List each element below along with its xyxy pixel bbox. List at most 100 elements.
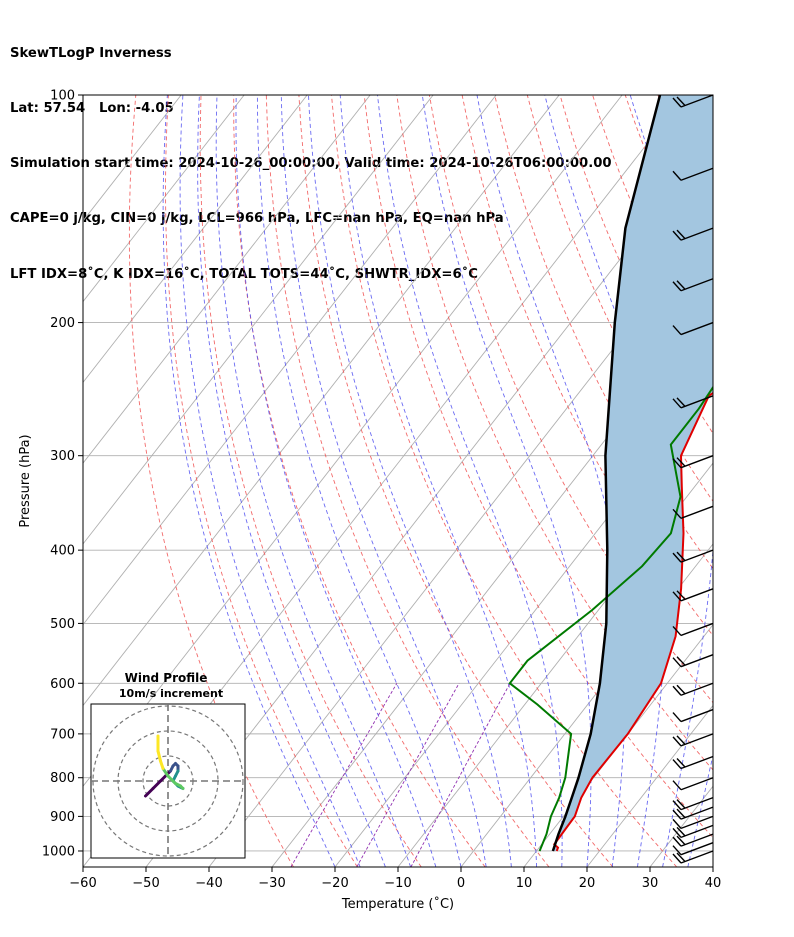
y-tick-label: 600 bbox=[50, 677, 75, 692]
mixing-ratio-line bbox=[356, 683, 460, 867]
wind-barb-flag bbox=[672, 809, 682, 820]
wind-barb-staff bbox=[680, 167, 714, 181]
wind-barb bbox=[672, 682, 714, 696]
y-tick-label: 1000 bbox=[42, 844, 75, 859]
mixing-ratio-line bbox=[410, 683, 511, 867]
x-tick-label: 20 bbox=[579, 876, 596, 891]
wind-barb-flag bbox=[672, 759, 682, 769]
wind-barb-staff bbox=[680, 755, 714, 770]
wind-barb-staff bbox=[680, 682, 714, 696]
wind-barb-flag bbox=[676, 96, 686, 106]
wind-barb-staff bbox=[680, 94, 714, 108]
wind-barb-staff bbox=[680, 395, 714, 409]
chart-header: SkewTLogP Inverness Lat: 57.54 Lon: -4.0… bbox=[10, 8, 612, 303]
wind-barb bbox=[672, 850, 714, 864]
wind-barb bbox=[672, 833, 714, 847]
wind-barb-staff bbox=[680, 850, 714, 864]
hodograph-plot bbox=[91, 704, 245, 858]
hodograph-title: Wind Profile bbox=[125, 671, 208, 685]
wind-barb bbox=[672, 824, 714, 839]
dry-adiabat bbox=[128, 95, 294, 867]
wind-barb bbox=[672, 622, 714, 637]
wind-barb-flag bbox=[676, 280, 686, 290]
y-tick-label: 900 bbox=[50, 810, 75, 825]
wind-barb-flag bbox=[672, 552, 682, 563]
wind-barb-flag bbox=[676, 229, 686, 240]
wind-barb-staff bbox=[680, 278, 714, 292]
wind-barb-flag bbox=[672, 827, 682, 838]
wind-barb-flag bbox=[676, 835, 686, 846]
wind-barb-flag bbox=[672, 685, 682, 696]
wind-barb-flag bbox=[672, 508, 682, 519]
wind-barb-staff bbox=[680, 505, 714, 519]
wind-barb bbox=[672, 777, 714, 791]
hodograph-segment bbox=[151, 779, 162, 790]
wind-barb-staff bbox=[680, 708, 714, 723]
wind-barb-flag bbox=[676, 551, 686, 562]
wind-barb bbox=[672, 755, 714, 770]
x-axis-label: Temperature (˚C) bbox=[341, 896, 454, 912]
moist-adiabat bbox=[377, 95, 563, 867]
moist-adiabat bbox=[179, 95, 361, 867]
dry-adiabat bbox=[265, 95, 550, 867]
wind-barb-staff bbox=[680, 777, 714, 791]
y-tick-label: 500 bbox=[50, 617, 75, 632]
wind-barb-staff bbox=[680, 842, 714, 856]
cape-cin-shading bbox=[552, 95, 713, 851]
mixing-ratio-line bbox=[290, 683, 398, 867]
wind-barb bbox=[672, 94, 714, 108]
x-tick-label: 0 bbox=[457, 876, 465, 891]
profile-lines bbox=[508, 95, 713, 852]
isotherm-line bbox=[271, 300, 713, 867]
isotherm-line bbox=[83, 95, 560, 707]
isotherm-line bbox=[83, 95, 371, 464]
y-tick-label: 100 bbox=[50, 89, 75, 104]
x-tick-label: −20 bbox=[321, 876, 348, 891]
wind-barb-flag bbox=[672, 625, 682, 636]
dry-adiabat bbox=[428, 95, 713, 704]
wind-barb-flag bbox=[676, 799, 686, 809]
isotherm-line bbox=[397, 462, 713, 867]
x-tick-label: −60 bbox=[69, 876, 96, 891]
wind-barb-flag bbox=[672, 458, 682, 469]
y-tick-label: 300 bbox=[50, 449, 75, 464]
y-tick-label: 700 bbox=[50, 727, 75, 742]
wind-barb-staff bbox=[680, 227, 714, 241]
wind-barb bbox=[672, 588, 714, 602]
wind-barb-staff bbox=[680, 806, 714, 820]
wind-barb bbox=[672, 815, 714, 830]
hodograph-segment bbox=[144, 787, 155, 798]
wind-barb-flag bbox=[676, 735, 686, 745]
wind-barb-staff bbox=[680, 588, 714, 602]
wind-barb-flag bbox=[676, 590, 686, 600]
wind-barb-staff bbox=[680, 833, 714, 847]
x-tick-label: 10 bbox=[516, 876, 533, 891]
isotherm-line bbox=[83, 95, 434, 545]
parcel-line bbox=[551, 95, 662, 852]
wind-barb-staff bbox=[680, 549, 714, 563]
wind-barb bbox=[672, 395, 714, 409]
y-tick-label: 200 bbox=[50, 316, 75, 331]
isotherm-line bbox=[83, 95, 308, 384]
wind-barb bbox=[672, 796, 714, 811]
dry-adiabat bbox=[363, 95, 713, 839]
hodograph-segment bbox=[161, 767, 170, 778]
wind-barb bbox=[672, 806, 714, 820]
temperature-line bbox=[552, 391, 713, 852]
y-tick-label: 400 bbox=[50, 544, 75, 559]
x-tick-label: 40 bbox=[705, 876, 722, 891]
wind-barb-staff bbox=[680, 622, 714, 637]
x-tick-label: −50 bbox=[132, 876, 159, 891]
wind-barb-flag bbox=[672, 325, 682, 336]
wind-barb-flag bbox=[672, 780, 682, 791]
wind-barb bbox=[672, 455, 714, 469]
hodograph-segment bbox=[166, 774, 177, 785]
dry-adiabat bbox=[461, 95, 713, 637]
wind-barb-flag bbox=[676, 684, 686, 695]
wind-barb-flag bbox=[672, 818, 682, 829]
location-line: Lat: 57.54 Lon: -4.05 bbox=[10, 101, 174, 117]
wind-barb-flag bbox=[676, 808, 686, 819]
wind-barb-flag bbox=[672, 97, 682, 108]
x-tick-label: −30 bbox=[258, 876, 285, 891]
